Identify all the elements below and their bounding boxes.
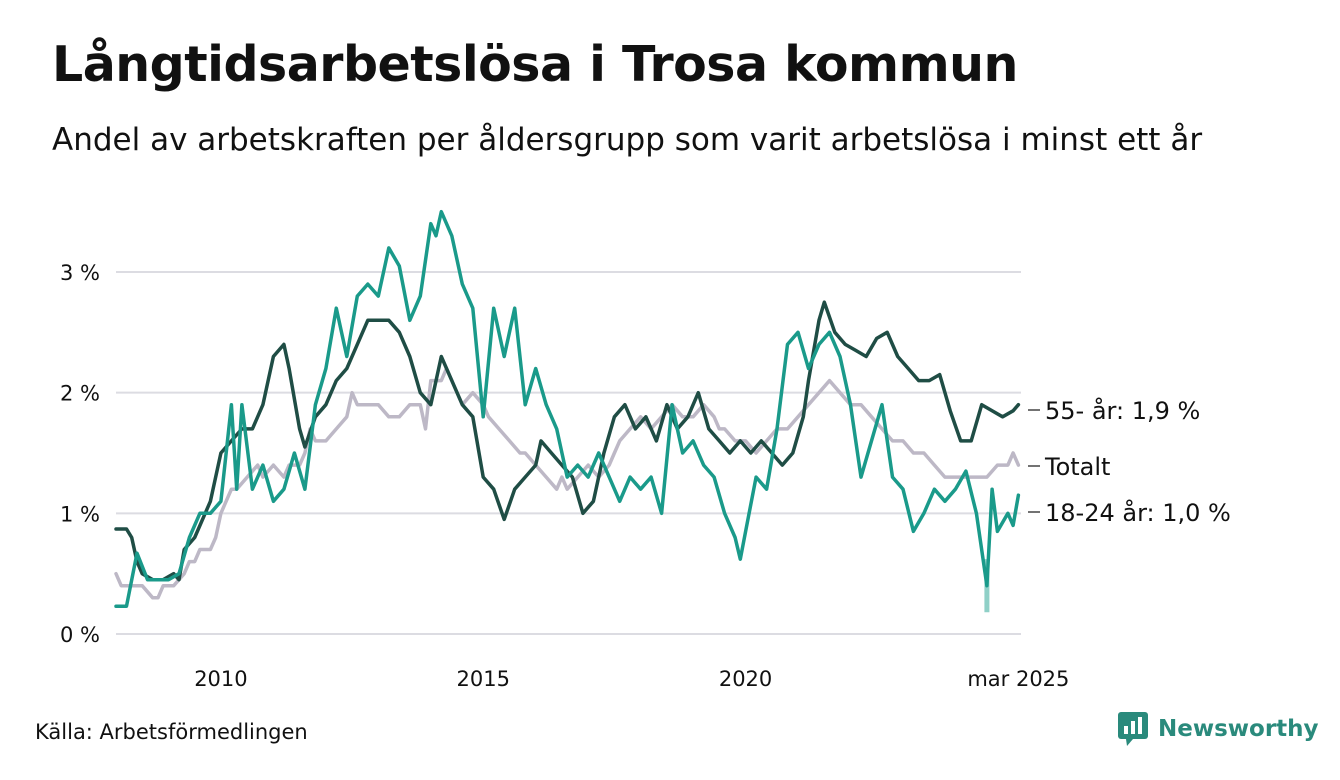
series-end-label: 18-24 år: 1,0 % xyxy=(1045,498,1231,527)
series-end-label: 55- år: 1,9 % xyxy=(1045,396,1200,425)
x-tick-label: mar 2025 xyxy=(967,667,1069,691)
brand-name: Newsworthy xyxy=(1158,716,1319,742)
y-tick-label: 3 % xyxy=(60,261,100,285)
brand-logo: Newsworthy xyxy=(1118,712,1319,746)
y-axis-ticks: 0 % 1 % 2 % 3 % xyxy=(60,261,100,647)
chart-subtitle: Andel av arbetskraften per åldersgrupp s… xyxy=(52,122,1203,158)
series-lines xyxy=(114,209,1021,613)
x-axis-ticks: 2010 2015 2020 mar 2025 xyxy=(194,667,1069,691)
y-tick-label: 0 % xyxy=(60,623,100,647)
series-end-label: Totalt xyxy=(1044,453,1110,481)
series-line-2 xyxy=(114,209,1021,608)
series-line-1 xyxy=(114,300,1021,582)
source-note: Källa: Arbetsförmedlingen xyxy=(35,720,308,744)
y-tick-label: 2 % xyxy=(60,382,100,406)
gridlines xyxy=(116,271,1021,635)
x-tick-label: 2020 xyxy=(719,667,772,691)
x-tick-label: 2015 xyxy=(457,667,510,691)
y-tick-label: 1 % xyxy=(60,502,100,526)
series-end-labels: Totalt 55- år: 1,9 % 18-24 år: 1,0 % xyxy=(1028,396,1231,527)
x-tick-label: 2010 xyxy=(194,667,247,691)
chart-title: Långtidsarbetslösa i Trosa kommun xyxy=(52,36,1018,93)
newsworthy-logo-icon xyxy=(1118,712,1148,746)
